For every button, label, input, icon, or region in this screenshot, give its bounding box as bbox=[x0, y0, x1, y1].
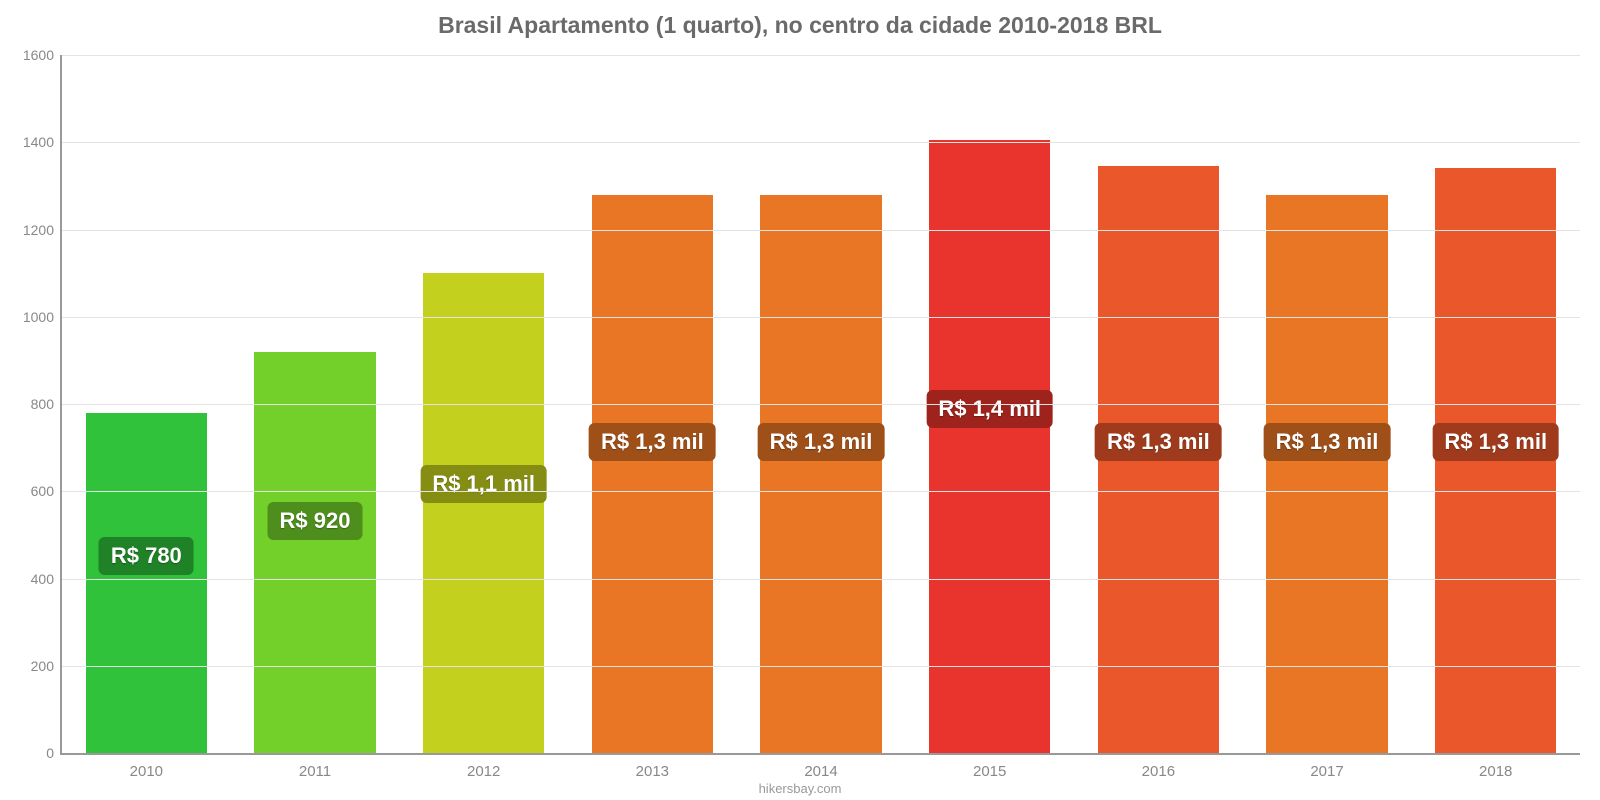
plot-area: R$ 7802010R$ 9202011R$ 1,1 mil2012R$ 1,3… bbox=[60, 55, 1580, 755]
chart-title: Brasil Apartamento (1 quarto), no centro… bbox=[0, 12, 1600, 39]
bar bbox=[929, 140, 1050, 753]
xtick-label: 2016 bbox=[1142, 753, 1175, 780]
bar-label-wrap: R$ 1,3 mil bbox=[1095, 423, 1222, 461]
xtick-label: 2013 bbox=[636, 753, 669, 780]
ytick-label: 1000 bbox=[7, 309, 62, 325]
xtick-label: 2017 bbox=[1310, 753, 1343, 780]
bar-label-wrap: R$ 1,3 mil bbox=[1264, 423, 1391, 461]
bar bbox=[254, 352, 375, 753]
gridline bbox=[62, 579, 1580, 580]
ytick-label: 600 bbox=[7, 483, 62, 499]
bar-label-wrap: R$ 1,3 mil bbox=[758, 423, 885, 461]
bar-label-wrap: R$ 1,4 mil bbox=[926, 390, 1053, 428]
bar-value-label: R$ 1,3 mil bbox=[589, 423, 716, 461]
bar-label-wrap: R$ 1,3 mil bbox=[589, 423, 716, 461]
bar bbox=[760, 195, 881, 753]
bar-value-label: R$ 1,3 mil bbox=[1095, 423, 1222, 461]
bar bbox=[423, 273, 544, 753]
bar-value-label: R$ 1,3 mil bbox=[758, 423, 885, 461]
bar-label-wrap: R$ 1,1 mil bbox=[420, 465, 547, 503]
ytick-label: 0 bbox=[7, 745, 62, 761]
ytick-label: 400 bbox=[7, 571, 62, 587]
bar-value-label: R$ 780 bbox=[99, 537, 194, 575]
bar-label-wrap: R$ 1,3 mil bbox=[1432, 423, 1559, 461]
gridline bbox=[62, 491, 1580, 492]
bar bbox=[592, 195, 713, 753]
bar bbox=[86, 413, 207, 753]
bar bbox=[1266, 195, 1387, 753]
xtick-label: 2015 bbox=[973, 753, 1006, 780]
xtick-label: 2014 bbox=[804, 753, 837, 780]
ytick-label: 1400 bbox=[7, 134, 62, 150]
xtick-label: 2012 bbox=[467, 753, 500, 780]
xtick-label: 2018 bbox=[1479, 753, 1512, 780]
bar-label-wrap: R$ 920 bbox=[268, 502, 363, 540]
bar-value-label: R$ 1,4 mil bbox=[926, 390, 1053, 428]
gridline bbox=[62, 317, 1580, 318]
xtick-label: 2011 bbox=[299, 753, 331, 780]
ytick-label: 1200 bbox=[7, 222, 62, 238]
ytick-label: 800 bbox=[7, 396, 62, 412]
gridline bbox=[62, 142, 1580, 143]
bar-value-label: R$ 1,3 mil bbox=[1264, 423, 1391, 461]
gridline bbox=[62, 230, 1580, 231]
gridline bbox=[62, 666, 1580, 667]
bar-value-label: R$ 1,1 mil bbox=[420, 465, 547, 503]
xtick-label: 2010 bbox=[130, 753, 163, 780]
chart-footer: hikersbay.com bbox=[0, 781, 1600, 796]
bar-label-wrap: R$ 780 bbox=[99, 537, 194, 575]
ytick-label: 1600 bbox=[7, 47, 62, 63]
gridline bbox=[62, 55, 1580, 56]
bar-value-label: R$ 920 bbox=[268, 502, 363, 540]
gridline bbox=[62, 404, 1580, 405]
bar-value-label: R$ 1,3 mil bbox=[1432, 423, 1559, 461]
chart-container: Brasil Apartamento (1 quarto), no centro… bbox=[0, 0, 1600, 800]
ytick-label: 200 bbox=[7, 658, 62, 674]
